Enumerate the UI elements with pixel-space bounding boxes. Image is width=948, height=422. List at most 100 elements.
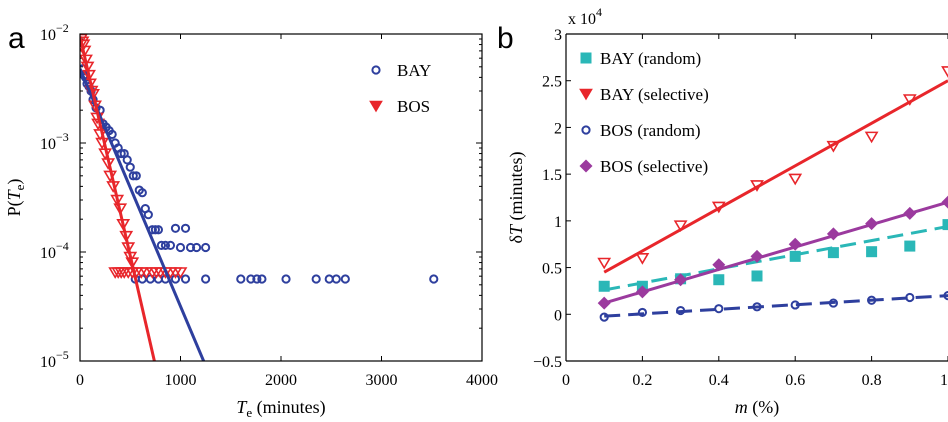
- y-axis-title-prefix-a: P(: [4, 200, 25, 216]
- point-bay: [125, 162, 135, 172]
- point-bay: [160, 240, 171, 250]
- y-axis-title-suffix-a: ): [4, 179, 25, 185]
- point-bos-selective: [635, 285, 649, 299]
- legend-label-bay: BAY: [397, 61, 431, 80]
- fit-line-bay: [80, 68, 205, 361]
- point-bay: [122, 155, 132, 165]
- x-axis-title-a: Te (minutes): [236, 397, 325, 420]
- y-tick-label-b: −0.5: [533, 354, 562, 371]
- point-bos-random: [828, 298, 839, 308]
- fit-line-bos-selective: [603, 200, 948, 305]
- point-bay-selective: [864, 131, 879, 144]
- panel-a: a0 1000 2000 3000 400010−510−410−310−2BAYBOS…: [4, 21, 498, 420]
- point-bay-random: [713, 274, 725, 286]
- y-tick-exponent-a: −2: [56, 21, 69, 35]
- point-bos-random: [867, 295, 877, 305]
- point-bay: [201, 274, 211, 284]
- x-tick-label-a: 3000: [366, 372, 398, 389]
- legend-label-bay-random: BAY (random): [600, 49, 701, 68]
- x-axis-title-b: m (%): [735, 397, 779, 418]
- point-bos-selective: [712, 258, 726, 272]
- y-tick-exponent-a: −4: [56, 239, 69, 253]
- y-tick-label-a: 10−3: [40, 130, 69, 153]
- y-tick-label-b: 0.5: [542, 261, 562, 278]
- x-tick-label-b: 0.2: [632, 372, 652, 389]
- y-tick-label-b: 2: [554, 120, 562, 137]
- x-tick-label-a: 2000: [265, 372, 297, 389]
- point-bay-random: [942, 219, 948, 231]
- fit-line-bos: [80, 36, 156, 361]
- fit-line-bos-random: [604, 294, 948, 318]
- y-axis-title-prefix-b: δ: [506, 235, 526, 243]
- x-tick-label-b: 0: [562, 372, 570, 389]
- point-bay: [170, 274, 181, 284]
- point-bay-selective: [902, 94, 917, 106]
- point-bay: [429, 274, 439, 284]
- point-bay-random: [789, 250, 801, 262]
- x-tick-label-a: 0: [76, 372, 84, 389]
- y-axis-title-b: δT (minutes): [506, 152, 527, 244]
- point-bay: [201, 242, 211, 253]
- y-multiplier-base-b: x 10: [568, 11, 596, 28]
- point-bay: [340, 274, 350, 284]
- y-tick-base-a: 10: [40, 27, 56, 44]
- point-bay-selective: [673, 220, 688, 233]
- point-bay: [156, 240, 167, 250]
- fit-line-bay-random: [603, 224, 948, 292]
- point-bay: [153, 225, 163, 235]
- point-bos-random: [905, 292, 915, 303]
- point-bay-selective: [711, 201, 726, 214]
- point-bay: [311, 274, 321, 284]
- x-axis-title-rest-b: (%): [748, 397, 779, 418]
- legend-marker-bay-selective: [579, 88, 593, 101]
- point-bay: [331, 274, 341, 284]
- point-bos: [80, 45, 92, 58]
- point-bay: [165, 240, 176, 250]
- point-bos-selective: [597, 296, 611, 310]
- point-bos: [173, 267, 188, 279]
- fit-line-bay-selective: [603, 79, 948, 274]
- point-bay: [116, 148, 126, 159]
- point-bos-selective: [903, 206, 917, 220]
- point-bay-random: [598, 280, 610, 292]
- y-tick-base-a: 10: [40, 354, 56, 371]
- point-bay: [143, 210, 153, 220]
- point-bay: [150, 225, 160, 235]
- point-bos-random: [714, 304, 724, 314]
- y-axis-title-suffix-b: (minutes): [506, 152, 527, 226]
- y-tick-label-b: 3: [554, 27, 562, 44]
- point-bay: [281, 274, 291, 284]
- y-multiplier-exponent-b: 4: [596, 5, 602, 19]
- y-axis-title-main-a: T: [4, 188, 24, 200]
- panel-label-a: a: [8, 22, 25, 55]
- point-bay-selective: [635, 253, 650, 265]
- point-bos-selective: [865, 217, 879, 231]
- x-axis-title-rest-a: (minutes): [252, 397, 326, 418]
- point-bay: [137, 188, 147, 198]
- x-tick-label-a: 4000: [466, 372, 498, 389]
- plot-frame-a: [79, 33, 483, 362]
- legend-label-bos-selective: BOS (selective): [600, 157, 708, 176]
- legend-label-bos-random: BOS (random): [600, 121, 701, 140]
- point-bos-random: [790, 300, 800, 310]
- point-bos-selective: [788, 237, 802, 251]
- y-multiplier-b: x 104: [568, 5, 602, 28]
- y-tick-base-a: 10: [40, 136, 56, 153]
- y-axis-title-a: P(Te): [4, 179, 27, 217]
- y-tick-exponent-a: −3: [56, 130, 69, 144]
- point-bay-selective: [597, 257, 612, 270]
- x-tick-label-a: 1000: [165, 372, 197, 389]
- legend-marker-bay-random: [580, 52, 592, 64]
- y-tick-label-a: 10−4: [40, 239, 69, 262]
- point-bos-selective: [826, 227, 840, 241]
- point-bos-random: [752, 302, 762, 312]
- point-bay: [236, 274, 246, 284]
- x-tick-label-b: 0.4: [709, 372, 729, 389]
- y-tick-base-a: 10: [40, 245, 56, 262]
- point-bay: [257, 274, 267, 284]
- y-tick-label-a: 10−5: [40, 348, 69, 371]
- point-bos: [80, 54, 93, 67]
- point-bay-selective: [826, 140, 841, 153]
